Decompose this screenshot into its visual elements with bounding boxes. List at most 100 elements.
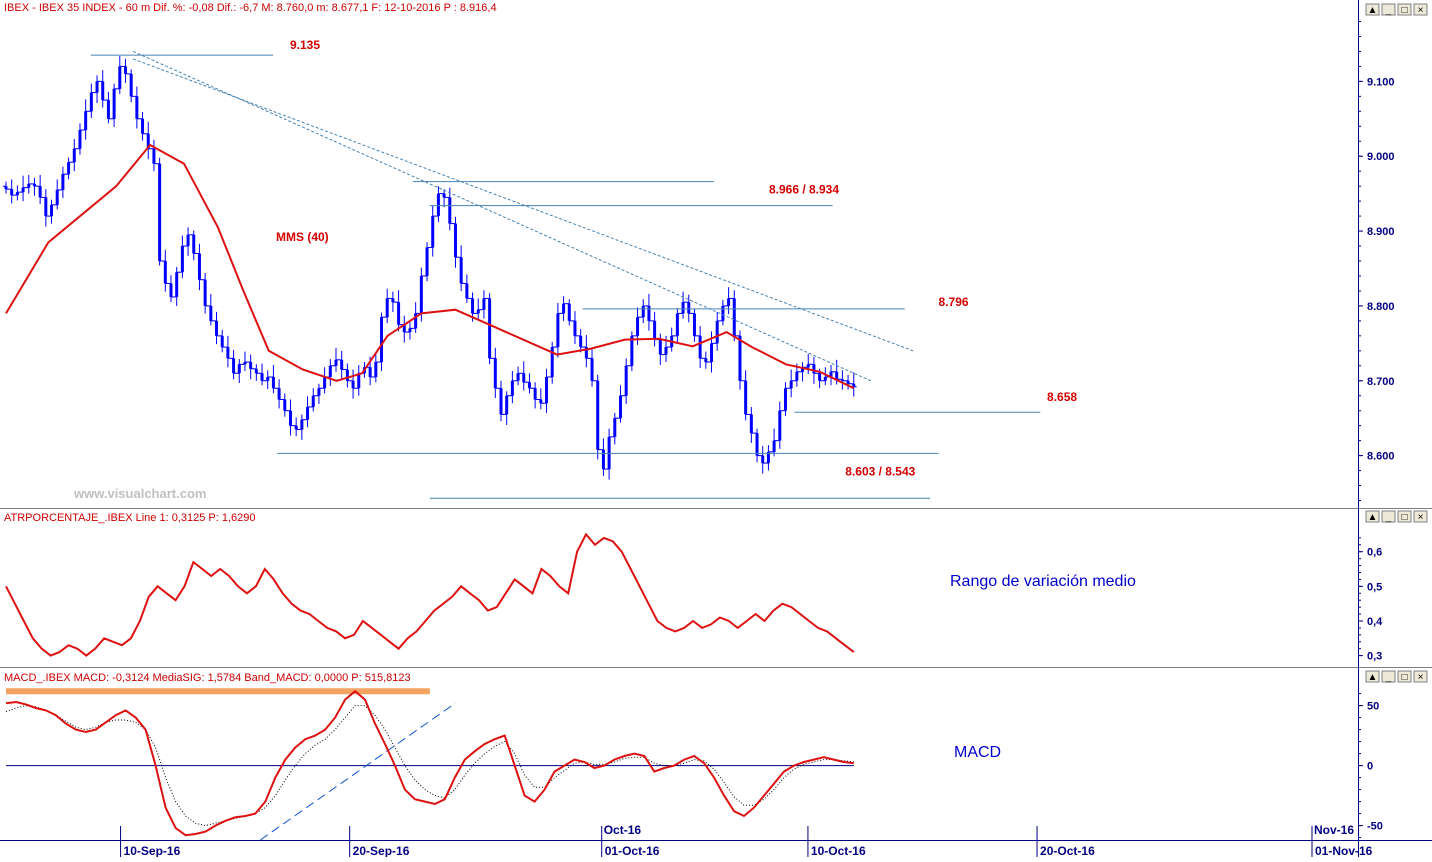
y-tick-label: 8.800 [1367,301,1395,313]
candle [589,349,596,387]
candle [338,350,345,380]
macd-line [5,689,854,837]
candle [31,177,38,196]
x-tick-label: 01-Nov-16 [1315,844,1373,857]
macd-trendline [260,702,456,841]
candle [150,139,157,172]
candle [196,243,203,291]
minimize-button[interactable]: _ [1381,670,1396,683]
candle [697,326,704,369]
candle [8,179,15,204]
y-tick-label: 0,4 [1367,616,1383,628]
candle [293,417,300,437]
candle [219,329,226,353]
close-button[interactable]: × [1413,3,1428,16]
candle [116,55,123,95]
candle [25,174,32,194]
candle [276,379,283,409]
candle [224,335,231,368]
candle [765,445,772,471]
svg-text:×: × [1418,512,1424,523]
candle [350,369,357,399]
candle [600,438,607,476]
minimize-button[interactable]: _ [1381,3,1396,16]
candle [20,175,27,202]
candle [725,287,732,315]
candle [594,374,601,460]
candle [617,385,624,423]
svg-text:□: □ [1401,672,1407,683]
candle [674,308,681,345]
candle [805,353,812,375]
macd-annotation: MACD [954,744,1001,761]
candle [452,216,459,268]
maximize-button[interactable]: □ [1397,510,1412,523]
level-label: 9.135 [290,38,320,52]
candle [680,291,687,319]
candle [259,363,266,386]
candle [156,157,163,266]
y-tick-label: 9.000 [1367,151,1395,163]
candle [111,83,118,128]
candle [532,382,539,409]
candle [190,230,197,261]
svg-text:_: _ [1385,5,1392,16]
candle [372,354,379,383]
candle [623,358,630,404]
candle [754,428,761,463]
candle [782,382,789,416]
y-tick-label: 0 [1367,761,1373,773]
svg-text:_: _ [1385,512,1392,523]
candle [139,112,146,141]
candle [99,70,106,108]
candle [554,302,561,358]
candle [76,123,83,155]
candle [122,58,129,83]
candle [480,290,487,319]
y-tick-label: -50 [1367,821,1383,833]
candle [640,299,647,324]
close-button[interactable]: × [1413,510,1428,523]
candle [128,69,135,103]
candle [742,370,749,421]
candle [82,99,89,140]
candle [628,331,635,372]
candle [776,401,783,449]
candle [492,347,499,398]
x-tick-label: 10-Oct-16 [811,844,866,857]
scroll-up-button[interactable]: ▲ [1365,510,1380,523]
maximize-button[interactable]: □ [1397,670,1412,683]
y-tick-label: 8.600 [1367,451,1395,463]
candle [458,245,465,291]
time-axis: 10-Sep-16 20-Sep-16 01-Oct-16 10-Oct-16 20-O… [120,823,1373,858]
price-panel-header: IBEX - IBEX 35 INDEX - 60 m Dif. %: -0,0… [4,2,497,14]
candle [71,138,78,172]
close-button[interactable]: × [1413,670,1428,683]
candle [515,366,522,386]
candle [264,370,271,389]
y-tick-label: 9.100 [1367,76,1395,88]
macd-panel-header: MACD_.IBEX MACD: -0,3124 MediaSIG: 1,578… [4,672,411,684]
candle [281,393,288,417]
svg-text:▲: ▲ [1368,512,1378,523]
candle [441,189,448,208]
scroll-up-button[interactable]: ▲ [1365,670,1380,683]
atr-annotation: Rango de variación medio [950,573,1136,590]
maximize-button[interactable]: □ [1397,3,1412,16]
candle [395,290,402,332]
candle [429,205,436,257]
candle [236,359,243,384]
candle [207,293,214,326]
minimize-button[interactable]: _ [1381,510,1396,523]
price-axis: 9.100 9.000 8.900 8.800 8.700 8.600 [1358,20,1395,502]
candle [344,363,351,388]
candle [270,365,277,394]
candle [3,181,9,194]
candle [748,406,755,443]
candle [213,311,220,345]
svg-text:□: □ [1401,512,1407,523]
scroll-up-button[interactable]: ▲ [1365,3,1380,16]
candle [332,347,339,372]
candle [566,299,573,326]
